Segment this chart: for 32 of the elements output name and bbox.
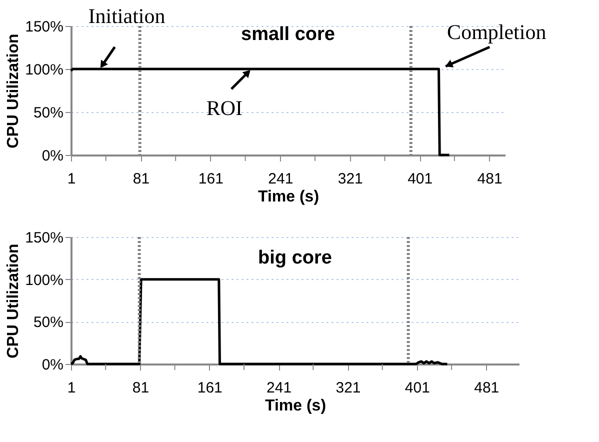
line-series bbox=[70, 278, 448, 366]
y-tick-label: 100% bbox=[25, 62, 64, 78]
x-tick-label: 321 bbox=[338, 170, 363, 188]
y-tick-label: 0% bbox=[42, 356, 64, 374]
y-tick-label: 50% bbox=[33, 314, 64, 332]
x-tick-label: 241 bbox=[266, 380, 292, 396]
y-tick-label: 50% bbox=[33, 104, 64, 122]
x-axis-title: Time (s) bbox=[258, 188, 320, 206]
x-tick-label: 161 bbox=[198, 170, 224, 188]
y-tick-label: 0% bbox=[42, 148, 64, 164]
annotation: Completion bbox=[447, 20, 547, 44]
x-tick-label: 321 bbox=[336, 380, 361, 396]
text: big core bbox=[258, 247, 332, 268]
x-tick-label: 1 bbox=[67, 170, 76, 188]
x-tick-label: 241 bbox=[268, 170, 294, 188]
y-axis-title: CPU Utilization bbox=[5, 244, 22, 358]
x-tick-label: 81 bbox=[132, 380, 150, 396]
x-tick-label: 81 bbox=[132, 170, 150, 188]
annotation: Initiation bbox=[88, 4, 166, 28]
x-tick-label: 401 bbox=[408, 170, 433, 188]
x-tick-label: 161 bbox=[197, 380, 222, 396]
chart-title: small core bbox=[241, 24, 335, 45]
x-tick-label: 1 bbox=[67, 380, 76, 396]
x-tick-label: 481 bbox=[477, 170, 502, 188]
x-axis-title: Time (s) bbox=[264, 398, 326, 414]
x-tick-label: 401 bbox=[404, 380, 430, 396]
y-tick-label: 100% bbox=[25, 272, 64, 289]
annotation: ROI bbox=[206, 96, 242, 120]
x-tick-label: 481 bbox=[474, 380, 500, 396]
y-tick-label: 150% bbox=[25, 18, 64, 36]
y-axis-title: CPU Utilization bbox=[5, 34, 22, 148]
y-tick-label: 150% bbox=[25, 230, 64, 246]
